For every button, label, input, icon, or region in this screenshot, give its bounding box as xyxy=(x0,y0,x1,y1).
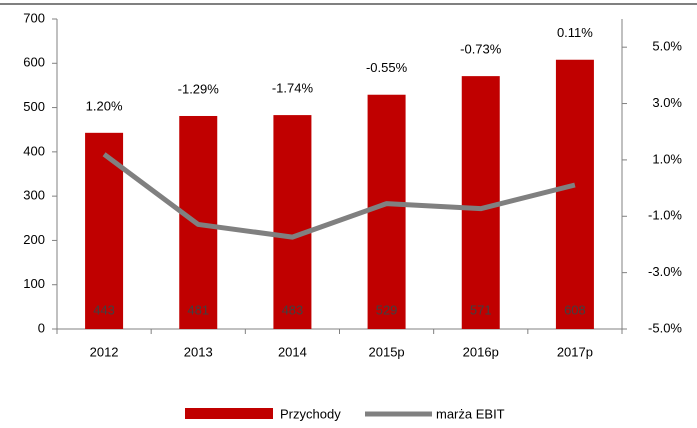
x-tick-label: 2015p xyxy=(369,344,405,359)
y-tick-label: 0 xyxy=(38,320,45,335)
line-value-label: -1.74% xyxy=(272,81,314,96)
y-tick-label: 200 xyxy=(23,232,45,247)
x-tick-label: 2017p xyxy=(557,344,593,359)
bar xyxy=(273,115,312,329)
bar-value-label: 443 xyxy=(93,302,115,317)
line-value-label: -0.55% xyxy=(366,60,408,75)
x-tick-label: 2012 xyxy=(90,344,119,359)
x-tick-label: 2016p xyxy=(463,344,499,359)
y-tick-label: 400 xyxy=(23,143,45,158)
y2-tick-label: -3.0% xyxy=(648,264,682,279)
x-tick-label: 2013 xyxy=(184,344,213,359)
legend-label: Przychody xyxy=(280,406,341,421)
y2-tick-label: 1.0% xyxy=(652,151,682,166)
bar-value-label: 529 xyxy=(376,302,398,317)
bar-value-label: 483 xyxy=(282,302,304,317)
x-tick-label: 2014 xyxy=(278,344,307,359)
y2-tick-label: -5.0% xyxy=(648,320,682,335)
bar-value-label: 481 xyxy=(187,302,209,317)
legend-label: marża EBIT xyxy=(436,406,505,421)
bar xyxy=(555,59,594,329)
line-value-label: -1.29% xyxy=(178,81,220,96)
y2-tick-label: 5.0% xyxy=(652,39,682,54)
line-value-label: -0.73% xyxy=(460,42,502,57)
line-value-label: 1.20% xyxy=(86,98,123,113)
bar-value-label: 608 xyxy=(564,302,586,317)
y2-tick-label: 3.0% xyxy=(652,95,682,110)
line xyxy=(102,152,576,240)
y-tick-label: 700 xyxy=(23,10,45,25)
bar xyxy=(367,94,406,329)
y-tick-label: 600 xyxy=(23,55,45,70)
y-tick-label: 500 xyxy=(23,99,45,114)
y-tick-label: 100 xyxy=(23,276,45,291)
bar xyxy=(461,76,500,329)
y2-tick-label: -1.0% xyxy=(648,208,682,223)
y-tick-label: 300 xyxy=(23,188,45,203)
line-value-label: 0.11% xyxy=(557,25,593,40)
legend-swatch xyxy=(185,408,273,419)
bar-value-label: 571 xyxy=(470,302,492,317)
